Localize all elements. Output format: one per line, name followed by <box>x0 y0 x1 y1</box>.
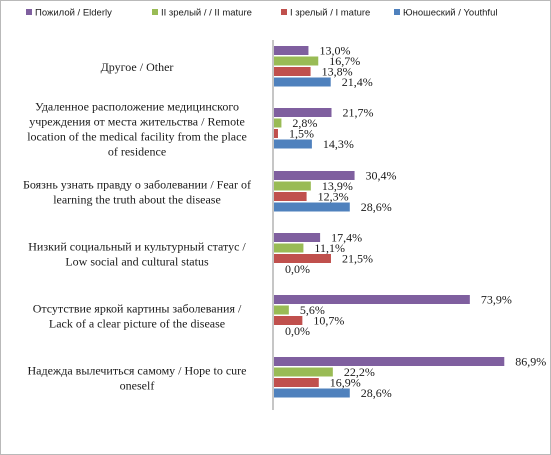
data-label: 21,7% <box>343 106 374 120</box>
category-label: Низкий социальный и культурный статус / L… <box>28 240 246 269</box>
data-label: 1,5% <box>289 127 314 141</box>
category-label-line: Low social and cultural status <box>65 255 209 269</box>
bar <box>274 367 333 377</box>
bar <box>274 305 289 315</box>
data-label: 11,1% <box>314 241 345 255</box>
bar <box>274 316 303 325</box>
category-label-line: Надежда вылечиться самому / Hope to cure <box>28 364 247 378</box>
data-label: 0,0% <box>285 324 310 338</box>
bar <box>274 56 319 66</box>
category-label: Надежда вылечиться самому / Hope to cure… <box>28 364 247 393</box>
bar <box>274 46 309 55</box>
category-label: Другое / Other <box>101 60 174 74</box>
bar <box>274 181 311 191</box>
category-label-line: Боязнь узнать правду о заболевании / Fea… <box>23 178 251 192</box>
category-label-line: oneself <box>120 379 155 393</box>
bar <box>274 243 304 253</box>
category-label: Отсутствие яркой картины заболевания / La… <box>33 302 242 331</box>
data-label: 13,9% <box>322 179 353 193</box>
data-label: 14,3% <box>323 137 354 151</box>
bar <box>274 254 331 263</box>
data-label: 30,4% <box>366 169 397 183</box>
data-label: 5,6% <box>300 303 325 317</box>
bar <box>274 202 350 212</box>
data-label: 17,4% <box>331 231 362 245</box>
category-label-line: Lack of a clear picture of the disease <box>49 317 225 331</box>
category-label-line: of residence <box>108 145 166 159</box>
data-label: 28,6% <box>361 200 392 214</box>
bar <box>274 171 355 180</box>
category-label-line: location of the medical facility from th… <box>27 130 247 144</box>
data-label: 13,8% <box>322 65 353 79</box>
data-label: 86,9% <box>515 355 546 369</box>
category-label: Удаленное расположение медицинского учреж… <box>27 100 247 159</box>
legend-swatch <box>394 9 400 15</box>
bar <box>274 108 332 117</box>
category-label-line: учреждения от места жительства / Remote <box>29 115 245 129</box>
bar <box>274 118 282 128</box>
bar <box>274 357 505 366</box>
legend-label: I зрелый / I mature <box>290 8 370 19</box>
category-label-line: learning the truth about the disease <box>53 193 221 207</box>
legend-swatch <box>26 9 32 15</box>
bar <box>274 295 470 304</box>
category-label-line: Низкий социальный и культурный статус / <box>28 240 246 254</box>
data-label: 21,5% <box>342 252 373 266</box>
category-label: Боязнь узнать правду о заболевании / Fea… <box>23 178 251 207</box>
data-label: 28,6% <box>361 386 392 400</box>
legend-swatch <box>281 9 287 15</box>
data-label: 0,0% <box>285 262 310 276</box>
data-label: 13,0% <box>319 44 350 58</box>
legend-swatch <box>152 9 158 15</box>
bar <box>274 192 307 201</box>
data-label: 2,8% <box>292 116 317 130</box>
category-label-line: Удаленное расположение медицинского <box>35 100 239 114</box>
bar <box>274 129 278 138</box>
category-label-line: Другое / Other <box>101 60 174 74</box>
legend-label: Пожилой / Elderly <box>35 8 112 19</box>
legend: Пожилой / Elderly II зрелый / / II mature… <box>26 8 497 19</box>
data-label: 10,7% <box>313 314 344 328</box>
bar <box>274 388 350 398</box>
data-label: 16,9% <box>330 376 361 390</box>
data-label: 21,4% <box>342 75 373 89</box>
data-label: 12,3% <box>318 190 349 204</box>
legend-label: Юношеский / Youthful <box>403 8 497 19</box>
bar <box>274 139 312 149</box>
category-label-line: Отсутствие яркой картины заболевания / <box>33 302 242 316</box>
legend-label: II зрелый / / II mature <box>161 8 252 19</box>
bar <box>274 77 331 87</box>
data-label: 16,7% <box>329 54 360 68</box>
bar <box>274 67 311 76</box>
data-label: 22,2% <box>344 365 375 379</box>
data-label: 73,9% <box>481 293 512 307</box>
bar <box>274 233 321 242</box>
bar <box>274 378 319 387</box>
